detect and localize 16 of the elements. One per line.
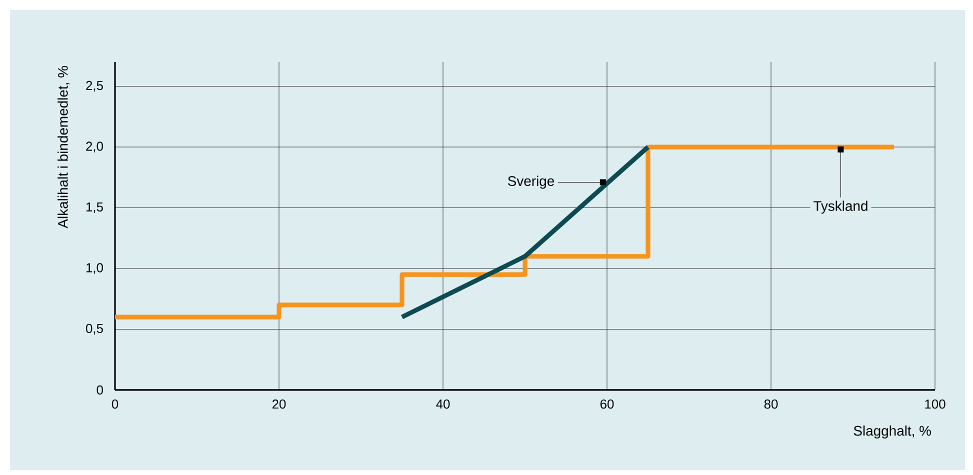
y-tick-label: 0,5: [86, 324, 103, 335]
x-tick-label: 80: [764, 400, 778, 409]
annotation: Tyskland: [814, 200, 868, 214]
x-tick-label: 100: [925, 400, 946, 409]
annotation: Sverige: [508, 176, 554, 189]
y-tick-label: 0: [96, 385, 103, 395]
y-tick-label: 2,5: [86, 80, 103, 92]
y-axis-title: Alkalihalt i bindemedlet, %: [58, 66, 70, 228]
x-tick-label: 40: [436, 400, 450, 409]
x-tick-label: 20: [272, 400, 286, 409]
y-tick-label: 1,5: [86, 202, 103, 214]
x-tick-label: 60: [600, 400, 614, 409]
x-tick-label: 0: [112, 400, 118, 409]
y-tick-label: 2,0: [86, 142, 103, 152]
y-tick-label: 1,0: [86, 263, 103, 274]
x-axis-title: Slagghalt, %: [854, 426, 931, 438]
